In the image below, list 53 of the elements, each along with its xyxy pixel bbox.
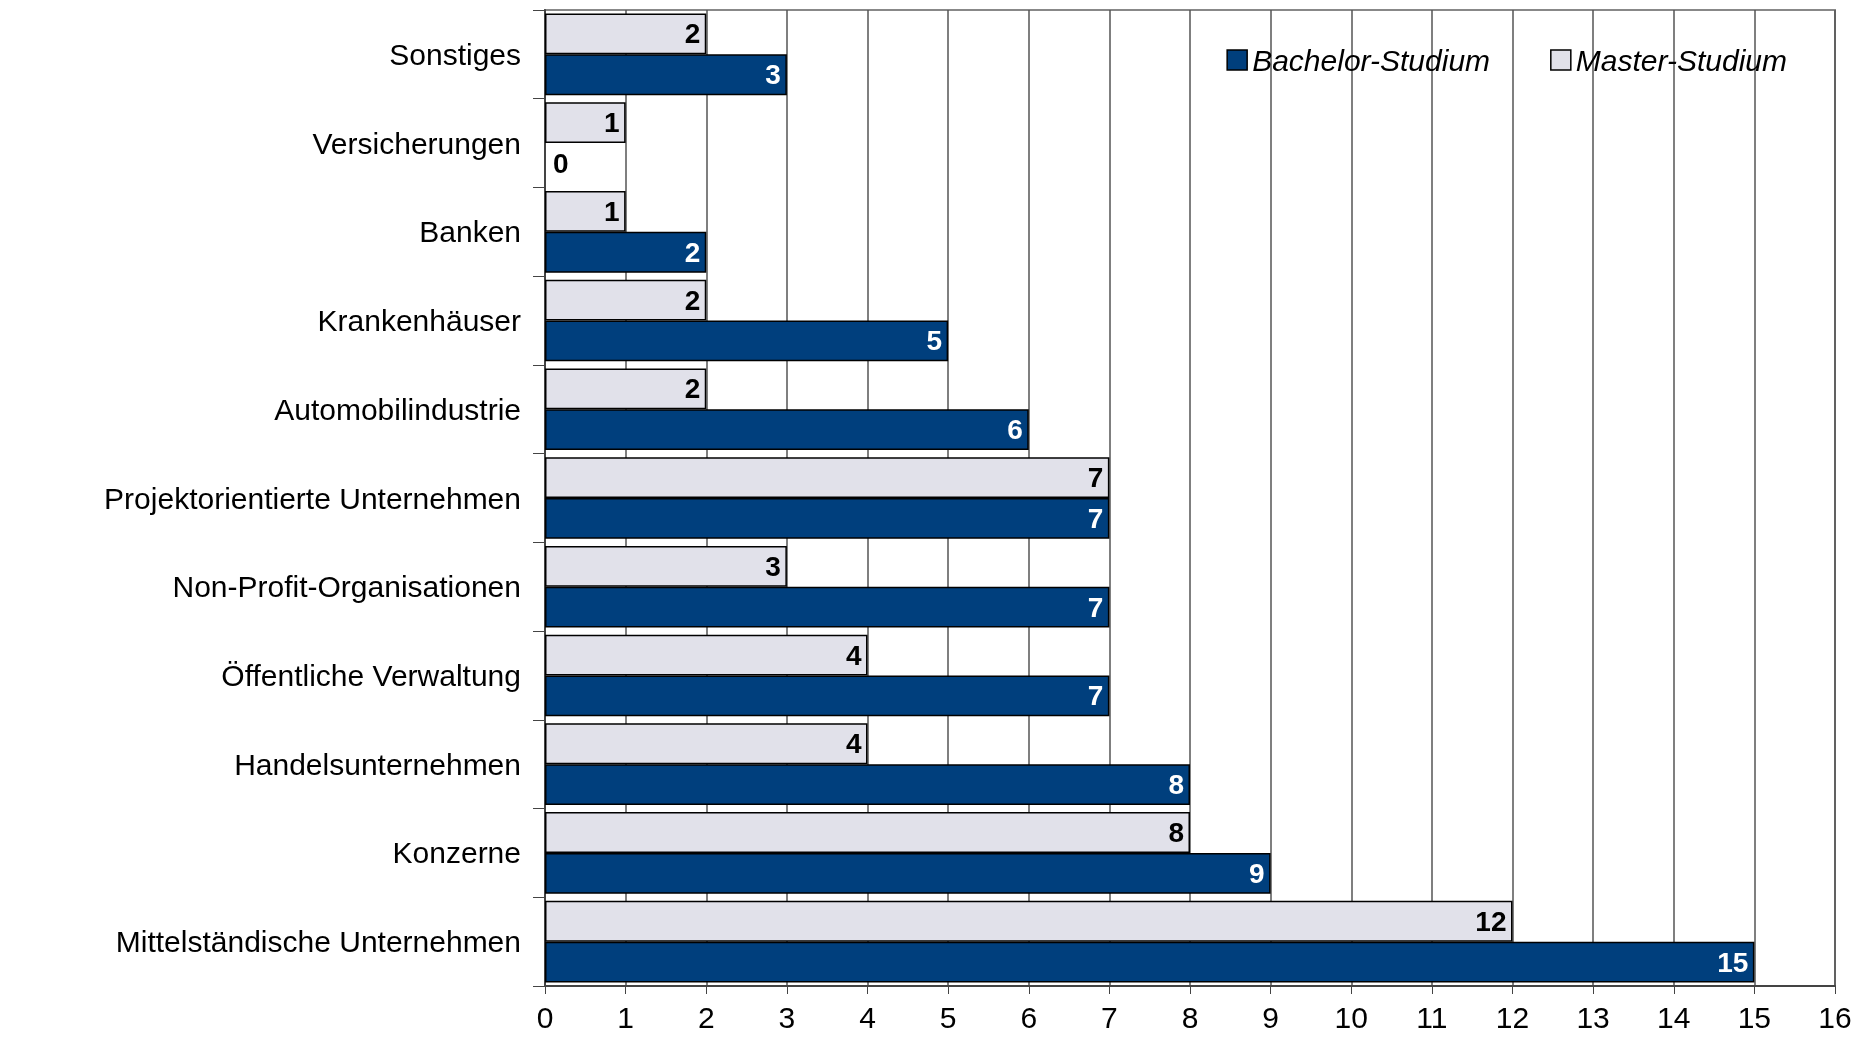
x-tick-label: 2 [697,1000,715,1034]
data-label: 7 [1087,462,1104,494]
y-tick-label: Handelsunternehmen [234,747,521,781]
x-tick-label: 3 [778,1000,796,1034]
x-tick-label: 5 [939,1000,957,1034]
y-tick-label: Sonstiges [389,37,521,71]
x-tick-label: 4 [859,1000,876,1034]
data-label: 2 [684,284,701,316]
y-tick-label: Automobilindustrie [274,392,521,426]
x-tick-label: 0 [536,1000,554,1034]
data-label: 3 [765,550,781,582]
data-label: 1 [604,195,620,227]
bar [545,102,626,144]
y-tick-label: Mittelständische Unternehmen [115,925,521,959]
data-label: 2 [684,373,701,405]
data-label: 8 [1168,817,1184,848]
legend-label: Bachelor-Studium [1252,43,1491,77]
x-tick-label: 8 [1181,1000,1199,1034]
x-tick-label: 7 [1101,1000,1118,1034]
x-tick-label: 15 [1737,1000,1772,1034]
data-label: 7 [1087,591,1104,623]
data-label: 1 [604,107,620,139]
data-label: 7 [1087,680,1104,712]
y-tick-label: Projektorientierte Unternehmen [104,481,521,515]
data-label: 2 [684,18,701,50]
data-label: 4 [845,639,862,671]
x-tick-label: 16 [1818,1000,1852,1034]
x-tick-label: 1 [617,1000,634,1034]
x-tick-label: 14 [1657,1000,1691,1034]
data-label: 15 [1717,946,1749,978]
x-tick-label: 11 [1416,1000,1448,1034]
y-tick-label: Non-Profit-Organisationen [172,570,521,604]
data-label: 2 [684,236,701,268]
x-tick-label: 10 [1334,1000,1368,1034]
data-label: 12 [1475,905,1507,937]
data-label: 5 [926,325,943,357]
y-tick-label: Öffentliche Verwaltung [221,658,521,692]
x-tick-label: 12 [1495,1000,1530,1034]
y-tick-label: Krankenhäuser [317,304,522,338]
x-tick-label: 13 [1576,1000,1610,1034]
data-label: 9 [1249,857,1265,889]
data-label: 8 [1168,769,1184,801]
data-label: 0 [553,148,569,179]
data-label: 6 [1007,414,1023,446]
legend-label: Master-Studium [1575,43,1787,77]
data-label: 4 [845,728,862,760]
x-tick-label: 9 [1262,1000,1279,1034]
y-tick-label: Versicherungen [312,126,521,160]
y-tick-label: Banken [419,215,521,249]
data-label: 7 [1087,502,1104,534]
x-tick-label: 6 [1020,1000,1038,1034]
data-label: 3 [765,59,781,91]
y-tick-label: Konzerne [392,836,521,870]
